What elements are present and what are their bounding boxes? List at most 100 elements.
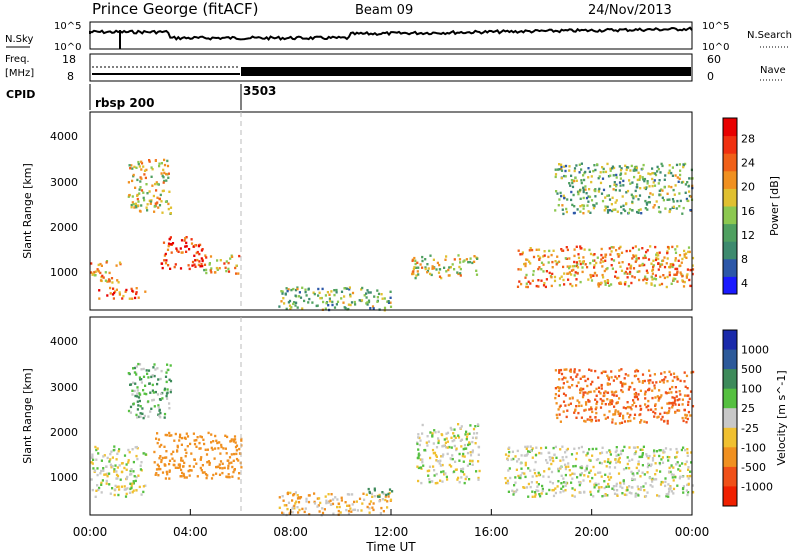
power-cell xyxy=(600,247,603,251)
power-cell xyxy=(633,167,636,171)
velocity-cell xyxy=(691,484,694,487)
power-cell xyxy=(139,210,142,213)
power-cell xyxy=(432,267,435,270)
power-cell xyxy=(99,279,103,282)
velocity-cell xyxy=(595,419,598,422)
velocity-cell xyxy=(450,446,453,449)
velocity-cell xyxy=(611,393,614,396)
power-cell xyxy=(610,246,613,249)
velocity-cell xyxy=(559,368,563,372)
velocity-cell xyxy=(153,450,156,454)
power-cell xyxy=(163,171,166,175)
power-cell xyxy=(654,173,658,177)
velocity-cell xyxy=(589,415,592,419)
power-y-axis: 4000 3000 2000 1000 xyxy=(50,130,78,279)
power-cell xyxy=(667,247,670,250)
velocity-cell xyxy=(165,371,168,374)
power-cell xyxy=(686,273,689,276)
velocity-cell xyxy=(348,504,351,507)
power-cell xyxy=(570,198,573,202)
velocity-cell xyxy=(630,470,633,474)
power-cell xyxy=(618,247,621,250)
velocity-cell xyxy=(95,458,98,461)
velocity-cell xyxy=(373,489,376,492)
velocity-cell xyxy=(664,484,667,488)
velocity-cell xyxy=(681,462,684,465)
power-cell xyxy=(287,288,290,291)
velocity-cell xyxy=(433,474,436,477)
velocity-cell xyxy=(331,502,335,506)
velocity-cell xyxy=(632,399,635,402)
velocity-cell xyxy=(582,387,585,391)
velocity-cell xyxy=(653,454,656,457)
power-cell xyxy=(459,267,462,271)
velocity-cell xyxy=(187,469,190,473)
velocity-cell xyxy=(689,470,692,473)
velocity-cell xyxy=(641,455,644,458)
power-cell xyxy=(659,265,662,268)
velocity-cell xyxy=(94,495,97,498)
power-cell xyxy=(167,242,171,245)
velocity-cell xyxy=(542,475,545,478)
velocity-cell xyxy=(147,415,150,418)
velocity-cell xyxy=(158,414,161,418)
velocity-cell xyxy=(654,403,657,406)
velocity-cell xyxy=(637,377,640,381)
velocity-cell xyxy=(432,465,435,468)
velocity-cell xyxy=(565,455,568,459)
velocity-cell xyxy=(417,433,420,436)
power-cell xyxy=(145,206,148,209)
velocity-cell xyxy=(620,368,623,371)
power-cell xyxy=(615,173,618,177)
power-cell xyxy=(184,237,187,240)
power-cell xyxy=(625,168,628,172)
velocity-cell xyxy=(384,495,387,498)
velocity-cell xyxy=(669,448,672,451)
velocity-cell xyxy=(677,403,681,406)
velocity-cell xyxy=(418,436,421,440)
velocity-cell xyxy=(184,455,187,458)
velocity-cell xyxy=(506,458,509,462)
power-cell xyxy=(594,168,597,172)
velocity-cell xyxy=(130,484,133,488)
velocity-cell xyxy=(208,463,211,466)
velocity-cell xyxy=(156,432,159,435)
velocity-cell xyxy=(654,396,657,399)
power-cell xyxy=(633,169,636,172)
velocity-cell xyxy=(132,381,135,384)
power-cell xyxy=(438,275,442,278)
velocity-cell xyxy=(173,459,176,463)
velocity-cell xyxy=(422,464,425,467)
power-cell xyxy=(626,267,629,270)
velocity-cell xyxy=(575,384,578,388)
power-cell xyxy=(577,256,581,260)
velocity-cell xyxy=(639,421,642,424)
power-cell xyxy=(614,188,617,192)
velocity-cell xyxy=(477,460,480,463)
power-cell xyxy=(674,267,677,271)
power-cell xyxy=(205,268,208,272)
power-cell xyxy=(169,243,172,246)
nsearch-tick-high: 10^5 xyxy=(702,21,729,32)
velocity-cell xyxy=(566,380,569,383)
velocity-cell xyxy=(139,468,142,471)
power-cell xyxy=(570,273,573,276)
velocity-cell xyxy=(613,466,617,469)
power-cell xyxy=(612,208,615,211)
velocity-cell xyxy=(684,416,687,419)
power-cell xyxy=(417,266,420,269)
velocity-cell xyxy=(636,472,639,475)
velocity-cell xyxy=(641,373,645,376)
velocity-cell xyxy=(164,433,167,437)
power-cell xyxy=(615,184,618,188)
power-cell xyxy=(150,166,153,169)
velocity-cell xyxy=(569,376,572,379)
power-cell xyxy=(558,198,561,201)
velocity-cell xyxy=(628,459,631,462)
velocity-cell xyxy=(534,460,537,464)
power-cell xyxy=(574,271,577,274)
power-cell xyxy=(638,178,641,181)
velocity-cell xyxy=(674,456,677,459)
velocity-cell xyxy=(461,454,464,458)
power-cell xyxy=(606,281,609,284)
